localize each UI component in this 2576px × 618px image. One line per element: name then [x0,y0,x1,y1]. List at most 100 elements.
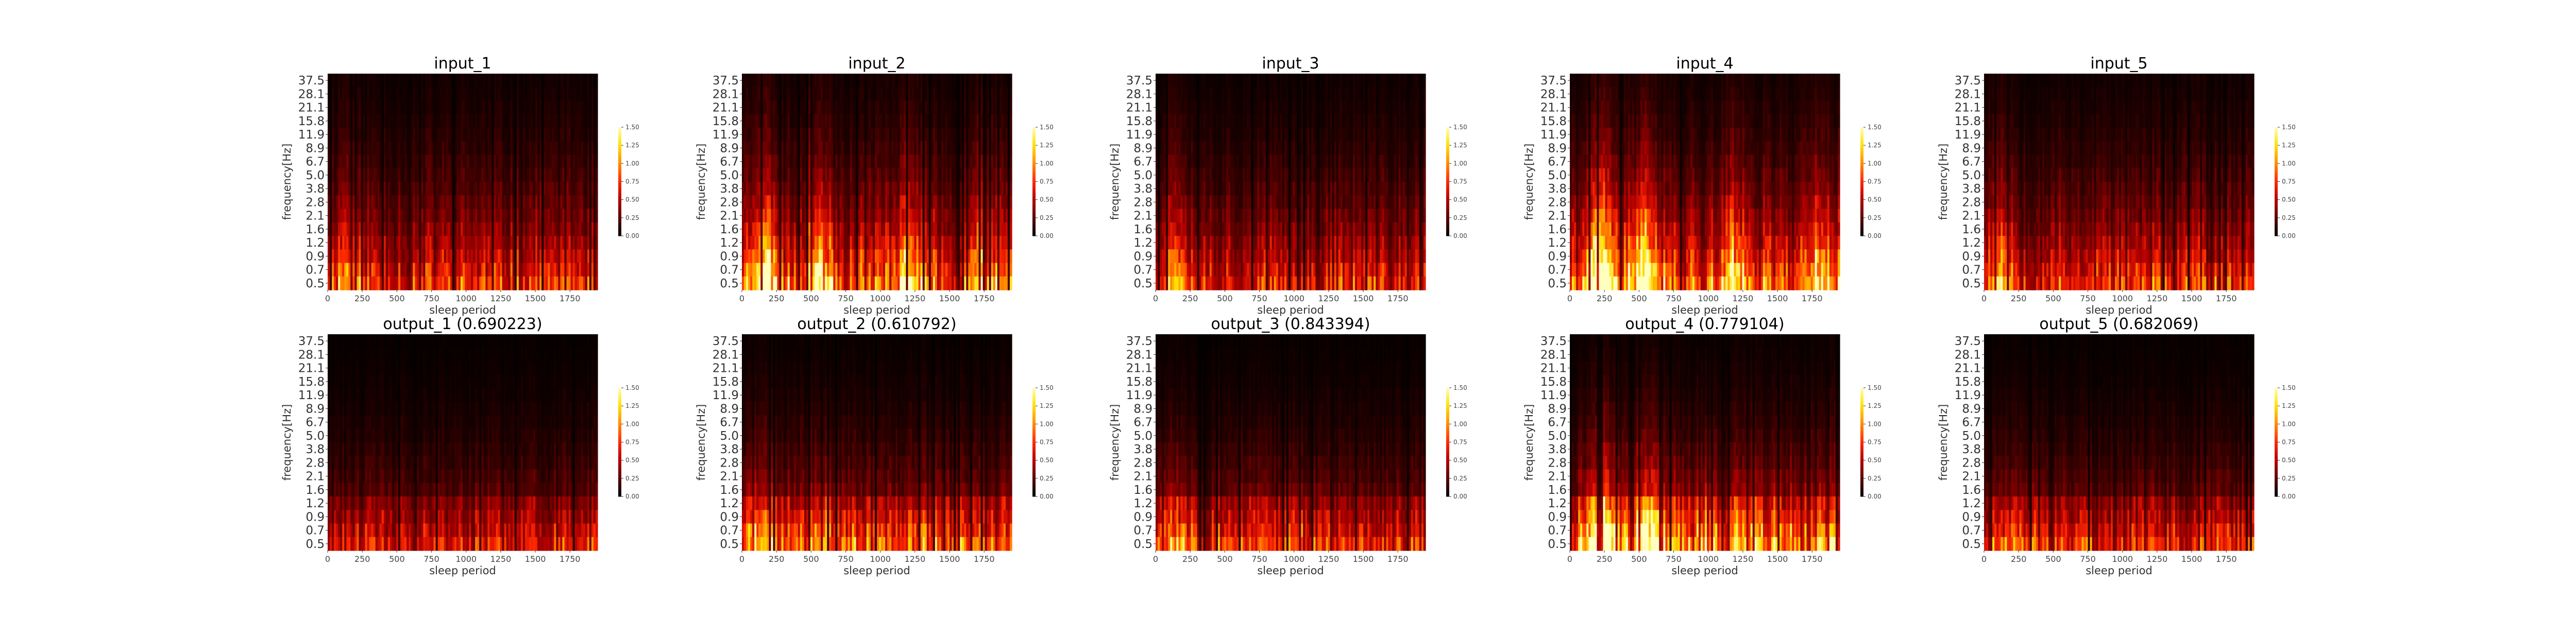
y-tick-label: 15.8 [1540,115,1567,128]
y-tick-label: 6.7 [720,416,739,430]
x-tick-label: 1500 [1353,554,1374,564]
y-tick-label: 28.1 [1540,88,1567,101]
y-tick-label: 2.8 [1133,456,1153,470]
x-tick-label: 0 [325,294,330,303]
panel-title: output_1 (0.690223) [383,315,542,333]
y-tick-label: 2.1 [1962,210,1981,223]
colorbar-tick-label: 0.50 [1040,196,1054,203]
x-tick-label: 1500 [939,554,960,564]
panel-title: output_3 (0.843394) [1211,315,1370,333]
x-tick-label: 0 [1981,554,1987,564]
y-tick-label: 28.1 [713,348,739,362]
colorbar: 0.000.250.500.751.001.251.50 [1446,384,1467,500]
colorbar-tick-label: 1.25 [1453,142,1467,149]
colorbar-tick-label: 0.25 [1453,475,1467,482]
x-tick-label: 1500 [2181,554,2202,564]
colorbar-tick-label: 1.25 [625,142,639,149]
y-tick-label: 21.1 [713,101,739,115]
y-tick-label: 5.0 [720,430,739,443]
colorbar-tick-label: 0.00 [1040,493,1054,500]
y-tick-label: 37.5 [298,74,325,88]
y-tick-label: 3.8 [1548,182,1567,196]
y-tick-label: 0.7 [1548,524,1567,538]
x-tick-label: 500 [1217,554,1233,564]
y-tick-labels: 37.528.121.115.811.98.96.75.03.82.82.11.… [1126,335,1156,551]
y-tick-label: 37.5 [1955,74,1981,88]
y-tick-label: 6.7 [306,156,325,169]
y-tick-label: 2.1 [1962,470,1981,484]
panel-title: output_5 (0.682069) [2039,315,2198,333]
y-tick-label: 3.8 [720,182,739,196]
y-tick-label: 2.1 [1133,210,1153,223]
colorbar-tick-label: 0.50 [1453,457,1467,464]
x-tick-labels: 0 250 500 750 1000 1250 1500 1750 [1567,290,1823,303]
x-tick-label: 1250 [2147,554,2168,564]
y-tick-label: 8.9 [1548,402,1567,416]
y-tick-label: 0.7 [1133,524,1153,538]
y-tick-labels: 37.528.121.115.811.98.96.75.03.82.82.11.… [298,335,328,551]
y-tick-label: 0.5 [1548,277,1567,290]
y-tick-label: 2.8 [720,456,739,470]
colorbar-tick-label: 1.50 [2282,124,2296,131]
colorbar-tick-label: 1.00 [1040,420,1054,427]
x-tick-label: 1500 [939,294,960,303]
y-tick-label: 6.7 [1133,416,1153,430]
colorbar: 0.000.250.500.751.001.251.50 [1860,384,1882,500]
colorbar-tick-label: 0.25 [1453,214,1467,221]
colorbar-tick-label: 1.00 [1453,420,1467,427]
colorbar-tick-label: 1.25 [2282,142,2296,149]
x-tick-labels: 0 250 500 750 1000 1250 1500 1750 [739,290,995,303]
x-tick-labels: 0 250 500 750 1000 1250 1500 1750 [325,551,581,564]
y-axis-label: frequency[Hz] [1937,144,1950,220]
y-tick-label: 1.2 [720,236,739,250]
y-tick-label: 8.9 [1962,402,1981,416]
x-tick-label: 1750 [974,554,995,564]
y-tick-label: 15.8 [298,375,325,389]
colorbar: 0.000.250.500.751.001.251.50 [618,124,639,239]
y-tick-label: 28.1 [1126,348,1153,362]
x-axis-label: sleep period [1671,564,1738,577]
colorbar-tick-label: 1.00 [1868,420,1882,427]
y-tick-label: 1.6 [1548,484,1567,497]
y-tick-label: 37.5 [1126,335,1153,348]
spectrogram-panel-10: output_5 (0.682069)37.528.121.115.811.98… [1937,315,2296,577]
y-tick-label: 15.8 [713,375,739,389]
y-tick-label: 1.2 [1548,236,1567,250]
x-tick-label: 1750 [1802,294,1823,303]
colorbar-tick-label: 1.25 [1040,142,1054,149]
colorbar-tick-label: 0.50 [2282,196,2296,203]
x-tick-label: 500 [1631,294,1647,303]
y-axis-label: frequency[Hz] [281,144,293,220]
y-tick-label: 0.5 [1962,538,1981,551]
heatmap-cells [1984,334,2255,551]
y-tick-label: 3.8 [720,443,739,456]
y-tick-label: 11.9 [713,389,739,402]
panel-title: input_4 [1676,55,1733,73]
spectrogram-panel-7: output_2 (0.610792)37.528.121.115.811.98… [695,315,1054,577]
y-tick-label: 0.5 [720,538,739,551]
spectrogram-panel-5: input_537.528.121.115.811.98.96.75.03.82… [1937,55,2296,316]
colorbar: 0.000.250.500.751.001.251.50 [1032,384,1054,500]
y-tick-label: 1.6 [720,484,739,497]
y-tick-label: 11.9 [1955,389,1981,402]
y-tick-label: 1.2 [306,236,325,250]
x-tick-label: 250 [1182,554,1198,564]
colorbar-tick-label: 0.25 [2282,475,2296,482]
x-tick-label: 1000 [1698,554,1719,564]
y-tick-label: 28.1 [1955,88,1981,101]
colorbar-tick-label: 0.75 [625,178,639,185]
heatmap-cells [1570,334,1840,551]
y-tick-label: 8.9 [1962,142,1981,155]
y-tick-label: 8.9 [1133,142,1153,155]
x-tick-label: 500 [2045,294,2061,303]
y-tick-label: 3.8 [1548,443,1567,456]
y-tick-label: 0.9 [720,510,739,524]
y-tick-label: 0.7 [306,524,325,538]
panel-title: input_1 [434,55,491,73]
x-tick-label: 1000 [1283,294,1304,303]
y-tick-label: 0.9 [720,250,739,263]
x-tick-label: 250 [769,294,785,303]
y-tick-label: 6.7 [1962,416,1981,430]
y-tick-label: 21.1 [1126,101,1153,115]
y-tick-label: 0.7 [1548,264,1567,277]
